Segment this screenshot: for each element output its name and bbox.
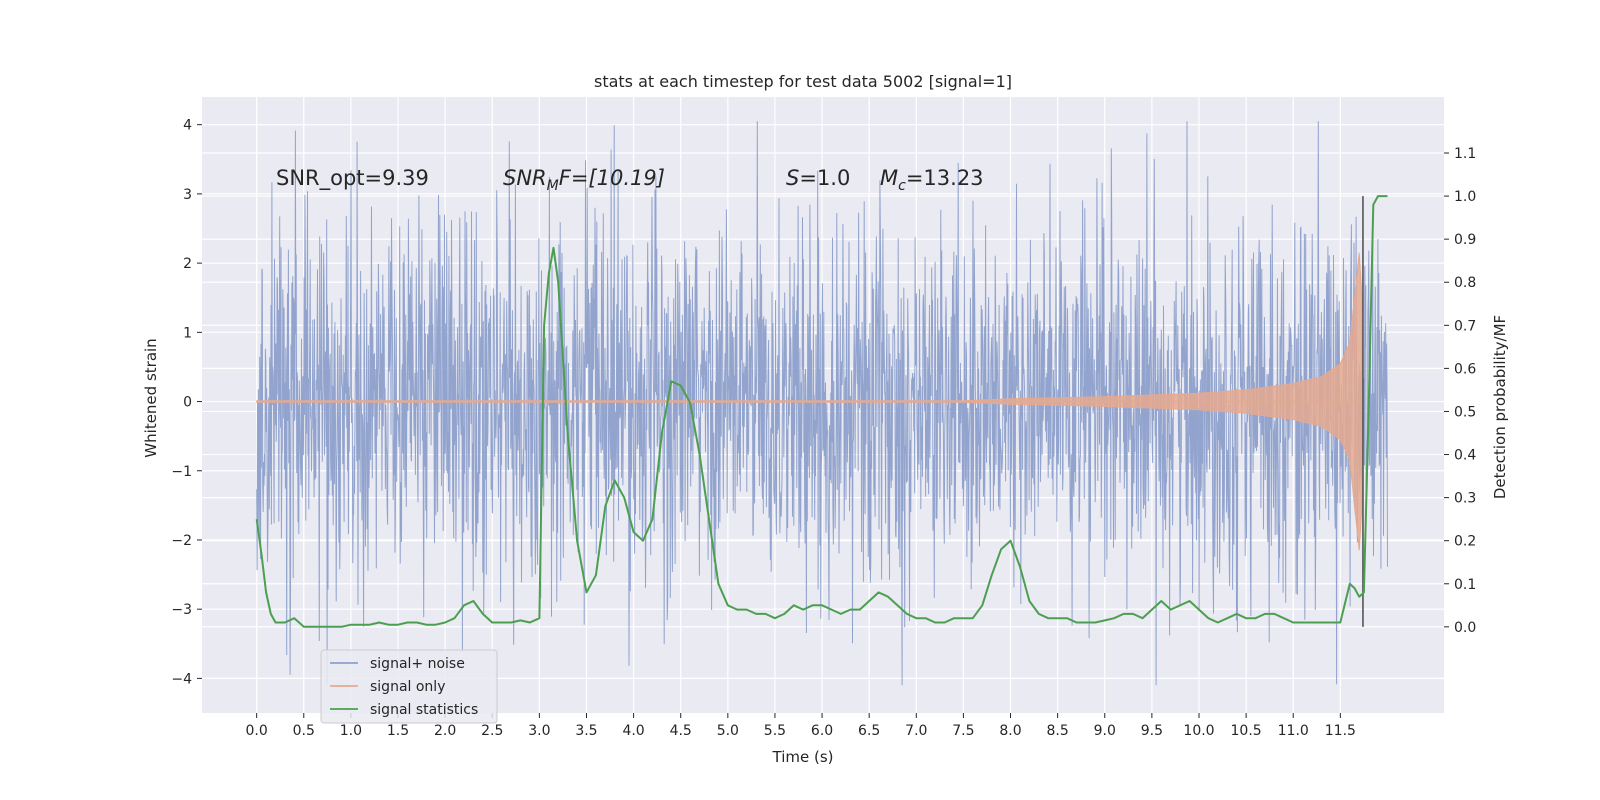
x-tick-label-9: 4.5 <box>670 723 692 739</box>
x-tick-label-13: 6.5 <box>858 723 880 739</box>
annotation-s-value: =1.0 <box>799 166 850 190</box>
x-tick-label-6: 3.0 <box>528 723 550 739</box>
x-tick-label-5: 2.5 <box>481 723 503 739</box>
y-left-tick-label-7: 3 <box>183 187 192 203</box>
y-axis-left-label: Whitened strain <box>142 338 160 457</box>
x-tick-label-10: 5.0 <box>717 723 739 739</box>
x-tick-label-14: 7.0 <box>905 723 927 739</box>
series-signal-plus-noise <box>256 121 1388 686</box>
y-right-tick-label-1: 0.1 <box>1454 577 1476 593</box>
annotation-snr-opt: SNR_opt=9.39 <box>276 166 429 191</box>
series-signal-statistics <box>255 195 1388 628</box>
x-axis-label: Time (s) <box>772 748 834 766</box>
annotation-snr-mf: SNRMF=[10.19] <box>503 166 665 194</box>
annotation-snr-mf-value: F=[10.19] <box>559 166 665 190</box>
x-tick-label-15: 7.5 <box>952 723 974 739</box>
annotation-s: S=1.0 <box>786 166 850 190</box>
y-left-tick-label-2: −2 <box>171 533 192 549</box>
legend-label-signal-only: signal only <box>370 679 445 695</box>
signal-plus-noise-line <box>256 121 1388 686</box>
annotation-mc-value: =13.23 <box>906 166 984 190</box>
x-tick-label-23: 11.5 <box>1325 723 1356 739</box>
x-tick-label-0: 0.0 <box>246 723 268 739</box>
x-tick-label-17: 8.5 <box>1047 723 1069 739</box>
x-tick-label-20: 10.0 <box>1183 723 1214 739</box>
tick-layer: 0.0 0.5 1.0 1.5 2.0 2.5 3.0 3.5 4.0 4.5 5.0 5.5 6.0 6… <box>171 118 1476 739</box>
y-right-tick-label-4: 0.4 <box>1454 448 1476 464</box>
y-axis-right-label: Detection probability/MF <box>1491 315 1509 499</box>
y-right-tick-label-11: 1.1 <box>1454 146 1476 162</box>
x-tick-label-12: 6.0 <box>811 723 833 739</box>
chart-title: stats at each timestep for test data 500… <box>594 72 1012 91</box>
y-left-tick-label-3: −1 <box>171 464 192 480</box>
y-right-tick-label-9: 0.9 <box>1454 232 1476 248</box>
y-right-tick-label-2: 0.2 <box>1454 534 1476 550</box>
y-right-tick-label-7: 0.7 <box>1454 318 1476 334</box>
y-right-tick-label-10: 1.0 <box>1454 189 1476 205</box>
y-right-tick-label-0: 0.0 <box>1454 620 1476 636</box>
annotation-s-symbol: S <box>786 166 799 190</box>
y-left-tick-label-8: 4 <box>183 118 192 134</box>
y-left-tick-label-6: 2 <box>183 256 192 272</box>
y-left-tick-label-5: 1 <box>183 325 192 341</box>
signal-statistics-line <box>255 195 1388 628</box>
x-tick-label-7: 3.5 <box>575 723 597 739</box>
annotation-mc: Mc=13.23 <box>880 166 984 194</box>
y-right-tick-label-5: 0.5 <box>1454 404 1476 420</box>
x-tick-label-4: 2.0 <box>434 723 456 739</box>
x-tick-label-2: 1.0 <box>340 723 362 739</box>
y-right-tick-label-8: 0.8 <box>1454 275 1476 291</box>
x-tick-label-21: 10.5 <box>1231 723 1262 739</box>
legend: signal+ noise signal only signal statist… <box>320 649 498 724</box>
y-left-tick-label-0: −4 <box>171 671 192 687</box>
y-left-tick-label-4: 0 <box>183 395 192 411</box>
y-left-tick-label-1: −3 <box>171 602 192 618</box>
annotation-snr-mf-symbol: SNR <box>503 166 547 190</box>
legend-label-signal-statistics: signal statistics <box>370 702 478 718</box>
x-tick-label-22: 11.0 <box>1278 723 1309 739</box>
annotation-snr-mf-subscript: M <box>547 178 559 194</box>
series-signal-only <box>256 252 1363 551</box>
legend-box <box>320 649 498 724</box>
annotation-mc-symbol: M <box>880 166 898 190</box>
x-tick-label-8: 4.0 <box>622 723 644 739</box>
annotation-mc-subscript: c <box>898 178 906 194</box>
x-tick-label-19: 9.5 <box>1141 723 1163 739</box>
x-tick-label-18: 9.0 <box>1094 723 1116 739</box>
x-tick-label-3: 1.5 <box>387 723 409 739</box>
x-tick-label-11: 5.5 <box>764 723 786 739</box>
y-right-tick-label-3: 0.3 <box>1454 491 1476 507</box>
x-tick-label-16: 8.0 <box>999 723 1021 739</box>
x-tick-label-1: 0.5 <box>293 723 315 739</box>
legend-label-signal-plus-noise: signal+ noise <box>370 656 465 672</box>
y-right-tick-label-6: 0.6 <box>1454 361 1476 377</box>
